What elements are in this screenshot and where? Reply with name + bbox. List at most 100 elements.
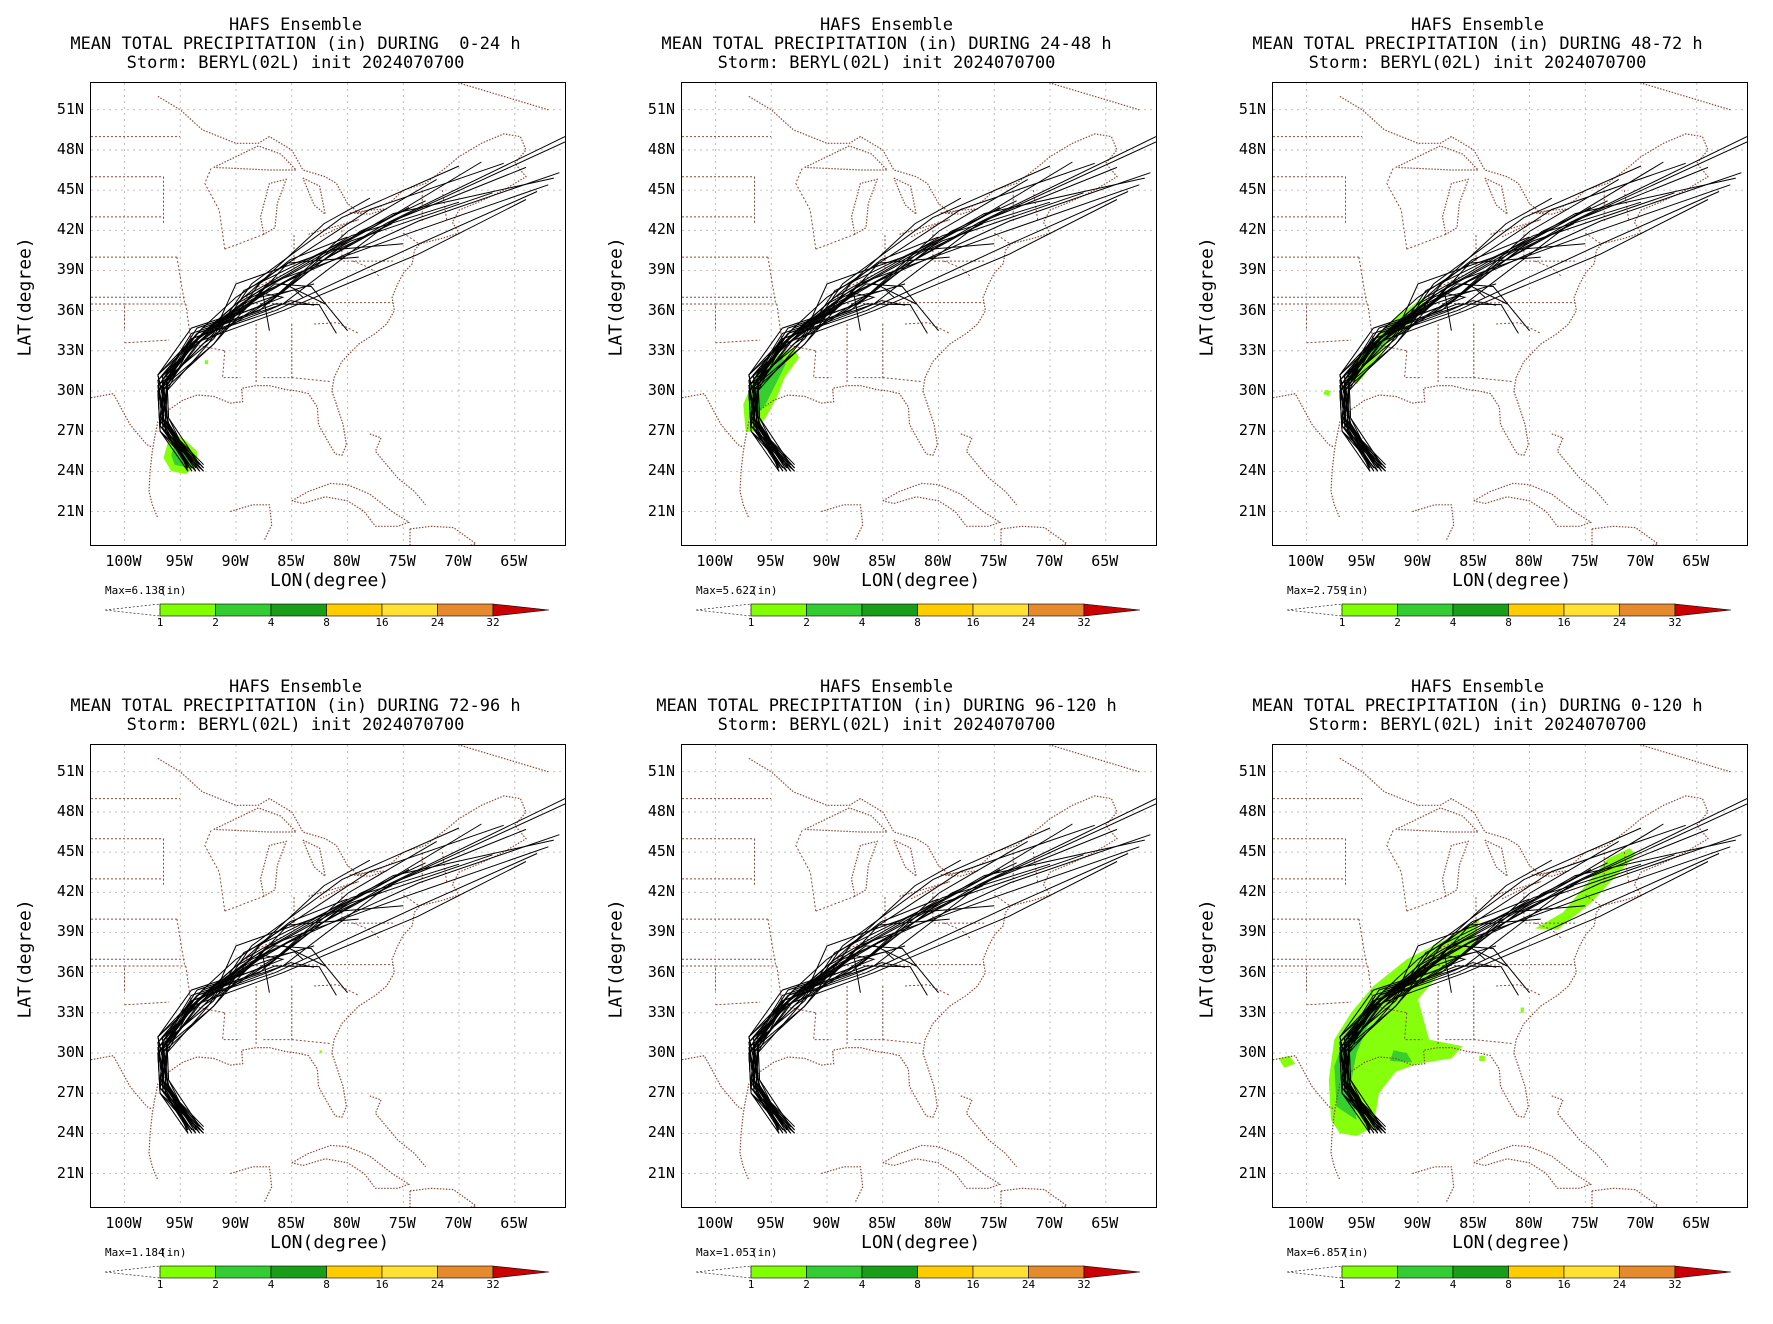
lon-tick-label: 70W bbox=[1626, 552, 1654, 570]
state-border bbox=[241, 268, 295, 305]
state-border bbox=[124, 1001, 170, 1006]
colorbar-segment bbox=[972, 603, 1029, 617]
ensemble-track bbox=[750, 161, 1073, 466]
coastline bbox=[893, 839, 918, 878]
ensemble-track bbox=[157, 166, 527, 472]
lon-tick-label: 100W bbox=[1287, 1214, 1324, 1232]
ensemble-track bbox=[157, 828, 527, 1134]
lat-tick-label: 42N bbox=[647, 882, 675, 901]
state-border bbox=[124, 339, 170, 344]
lat-tick-label: 27N bbox=[1238, 421, 1266, 440]
state-border bbox=[403, 894, 420, 907]
x-axis-label: LON(degree) bbox=[1452, 1232, 1572, 1253]
coastline bbox=[1000, 1187, 1069, 1207]
colorbar-level-label: 24 bbox=[1021, 616, 1036, 629]
colorbar-level-label: 8 bbox=[914, 616, 921, 629]
lat-tick-label: 36N bbox=[56, 962, 84, 981]
coastline bbox=[1273, 393, 1335, 448]
colorbar-under bbox=[1287, 603, 1343, 617]
max-value-label: Max=5.622 bbox=[696, 584, 756, 597]
panel-title-line2: MEAN TOTAL PRECIPITATION (in) DURING 24-… bbox=[661, 34, 1112, 54]
lon-tick-label: 70W bbox=[444, 1214, 472, 1232]
units-label: (in) bbox=[160, 584, 187, 597]
lat-tick-label: 33N bbox=[647, 1002, 675, 1021]
y-axis-label: LAT(degree) bbox=[605, 899, 627, 1019]
panel-title-line2: MEAN TOTAL PRECIPITATION (in) DURING 72-… bbox=[70, 696, 521, 716]
coastline bbox=[821, 1166, 864, 1204]
lat-tick-label: 51N bbox=[56, 761, 84, 780]
coastline bbox=[291, 482, 411, 527]
colorbar-level-label: 8 bbox=[914, 1278, 921, 1291]
precip-area bbox=[1520, 1007, 1524, 1013]
state-border bbox=[1423, 268, 1477, 305]
panel-title-line3: Storm: BERYL(02L) init 2024070700 bbox=[1308, 715, 1647, 735]
colorbar-level-label: 32 bbox=[486, 1278, 500, 1291]
state-border bbox=[352, 260, 380, 277]
map-plot-area bbox=[90, 744, 566, 1208]
lat-tick-label: 42N bbox=[56, 882, 84, 901]
lon-tick-label: 85W bbox=[868, 552, 896, 570]
coastline bbox=[302, 177, 327, 216]
state-border bbox=[341, 892, 395, 924]
max-value-label: Max=1.184 bbox=[105, 1246, 165, 1259]
panel-title-line2: MEAN TOTAL PRECIPITATION (in) DURING 48-… bbox=[1252, 34, 1703, 54]
state-border bbox=[815, 233, 856, 250]
coastline bbox=[457, 745, 549, 773]
colorbar-segment bbox=[1619, 603, 1676, 617]
ensemble-track bbox=[752, 945, 939, 1131]
y-axis-label: LAT(degree) bbox=[14, 237, 36, 357]
colorbar-segment bbox=[270, 1265, 327, 1279]
state-border bbox=[352, 922, 380, 939]
state-border bbox=[905, 984, 950, 996]
lat-tick-label: 33N bbox=[56, 1002, 84, 1021]
colorbar-under bbox=[696, 603, 752, 617]
coastline bbox=[213, 807, 298, 833]
coastline bbox=[821, 504, 864, 542]
colorbar-level-label: 8 bbox=[1505, 1278, 1512, 1291]
lat-tick-label: 39N bbox=[56, 260, 84, 279]
ensemble-track bbox=[1343, 962, 1497, 1131]
coastline bbox=[369, 433, 427, 506]
lat-tick-label: 39N bbox=[1238, 922, 1266, 941]
coastline bbox=[213, 145, 298, 171]
lon-tick-label: 70W bbox=[1035, 1214, 1063, 1232]
lon-tick-label: 90W bbox=[221, 552, 249, 570]
lat-tick-label: 30N bbox=[56, 1043, 84, 1061]
colorbar bbox=[1287, 603, 1732, 617]
colorbar-segment bbox=[806, 1265, 863, 1279]
map-plot-area bbox=[1272, 744, 1748, 1208]
lat-tick-label: 42N bbox=[1238, 220, 1266, 239]
lat-tick-label: 30N bbox=[56, 381, 84, 399]
panel-title-line1: HAFS Ensemble bbox=[1410, 677, 1545, 697]
lat-tick-label: 30N bbox=[1238, 1043, 1266, 1061]
colorbar-level-label: 2 bbox=[1394, 616, 1401, 629]
ensemble-track bbox=[166, 859, 371, 1127]
state-border bbox=[932, 892, 986, 924]
panel-title-line2: MEAN TOTAL PRECIPITATION (in) DURING 0-1… bbox=[1252, 696, 1703, 716]
coastline bbox=[1473, 1144, 1593, 1189]
state-border bbox=[853, 986, 884, 1041]
lat-tick-label: 30N bbox=[647, 381, 675, 399]
state-border bbox=[1273, 303, 1307, 331]
colorbar-level-label: 4 bbox=[267, 1278, 275, 1291]
lon-tick-label: 70W bbox=[444, 552, 472, 570]
coastline bbox=[1484, 839, 1509, 878]
state-border bbox=[1417, 302, 1576, 305]
state-border bbox=[1473, 1039, 1513, 1045]
ensemble-track bbox=[157, 292, 285, 472]
lon-tick-label: 85W bbox=[868, 1214, 896, 1232]
state-border bbox=[262, 324, 293, 379]
y-axis-label: LAT(degree) bbox=[1196, 899, 1218, 1019]
state-border bbox=[682, 303, 716, 331]
colorbar bbox=[105, 603, 550, 617]
lat-tick-label: 42N bbox=[647, 220, 675, 239]
state-border bbox=[1523, 230, 1577, 262]
colorbar-level-label: 1 bbox=[1338, 616, 1346, 629]
lat-tick-label: 24N bbox=[647, 461, 675, 480]
colorbar-over bbox=[1083, 603, 1141, 617]
colorbar-segment bbox=[972, 1265, 1029, 1279]
lon-tick-label: 85W bbox=[277, 1214, 305, 1232]
lon-tick-label: 85W bbox=[277, 552, 305, 570]
colorbar-level-label: 24 bbox=[1612, 616, 1627, 629]
colorbar-level-label: 2 bbox=[212, 616, 219, 629]
